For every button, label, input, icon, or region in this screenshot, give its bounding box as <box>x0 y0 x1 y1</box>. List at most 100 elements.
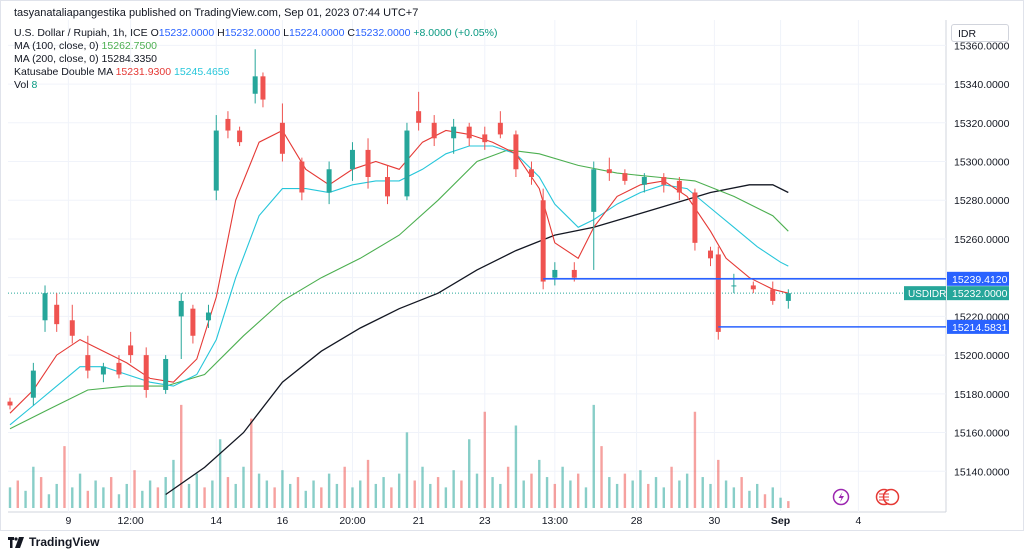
volume-bar <box>499 483 502 508</box>
legend-ma200-row[interactable]: MA (200, close, 0) 15284.3350 <box>14 53 497 66</box>
close-value: 15232.0000 <box>354 27 411 39</box>
ma100-label: MA (100, close, 0) <box>14 40 99 52</box>
volume-bar <box>257 473 261 508</box>
volume-bar <box>468 439 471 508</box>
volume-bar <box>709 483 712 508</box>
tradingview-logo-icon <box>8 536 24 548</box>
price-labels: 15239.4120 15232.0000 USDIDR 15214.5831 <box>904 271 1009 334</box>
low-value: 15224.0000 <box>288 27 345 39</box>
x-tick-label: Sep <box>771 515 790 527</box>
y-tick-label: 15340.0000 <box>954 79 1010 91</box>
volume-bar <box>436 477 440 508</box>
candle-body <box>622 173 628 181</box>
volume-bar <box>39 477 43 508</box>
horizontal-lines[interactable] <box>543 278 946 328</box>
candle-body <box>190 308 196 336</box>
volume-bar <box>164 477 167 508</box>
hline-upper-value: 15239.4120 <box>952 274 1008 286</box>
candle-body <box>326 169 332 193</box>
symbol-name[interactable]: U.S. Dollar / Rupiah, 1h, ICE <box>14 27 148 39</box>
legend-vol-row[interactable]: Vol 8 <box>14 79 497 92</box>
y-tick-label: 15320.0000 <box>954 118 1010 130</box>
y-tick-label: 15280.0000 <box>954 195 1010 207</box>
currency-selector[interactable]: IDR <box>951 24 1009 42</box>
volume-bar <box>335 483 339 508</box>
volume-bar <box>351 487 354 508</box>
volume-bar <box>265 480 269 508</box>
y-tick-label: 15180.0000 <box>954 389 1010 401</box>
publish-header: tasyanataliapangestika published on Trad… <box>14 7 418 19</box>
candle-body <box>482 134 488 143</box>
volume-bar <box>584 487 588 508</box>
volume-bar <box>296 477 300 508</box>
volume-bar <box>125 483 128 508</box>
ma200-value: 15284.3350 <box>101 53 158 65</box>
katusabe-label: Katusabe Double MA <box>14 66 113 78</box>
volume-bar <box>545 477 549 508</box>
volume-bar <box>678 480 681 508</box>
volume-bar <box>787 501 790 508</box>
volume-bar <box>281 470 284 508</box>
volume-bar <box>771 487 774 508</box>
volume-bar <box>250 418 253 508</box>
x-tick-label: 30 <box>709 515 721 527</box>
volume-bar <box>608 477 611 508</box>
volume-bar <box>390 487 393 508</box>
volume-bar <box>211 480 214 508</box>
x-tick-label: 28 <box>631 515 643 527</box>
ma200-label: MA (200, close, 0) <box>14 53 99 65</box>
candle-body <box>785 293 791 301</box>
close-label: C <box>347 27 355 39</box>
volume-bar <box>289 483 292 508</box>
volume-bar <box>779 497 782 508</box>
candle-body <box>30 370 36 398</box>
event-icons[interactable] <box>832 488 900 506</box>
published-text: tasyanataliapangestika published on Trad… <box>14 7 419 19</box>
volume-bar <box>320 487 323 508</box>
volume-bar <box>63 446 66 508</box>
legend-katusabe-row[interactable]: Katusabe Double MA 15231.9300 15245.4656 <box>14 66 497 79</box>
candle-body <box>528 169 534 178</box>
candle-body <box>178 300 184 317</box>
volume-bars <box>8 404 790 508</box>
katusabe-fast-value: 15231.9300 <box>115 66 172 78</box>
volume-bar <box>405 432 409 508</box>
volume-bar <box>693 411 697 508</box>
volume-bar <box>748 490 751 508</box>
candle-body <box>349 149 355 170</box>
candle-body <box>7 401 13 406</box>
candle-body <box>497 122 503 135</box>
candle-body <box>54 304 60 325</box>
volume-bar <box>483 411 486 508</box>
volume-bar <box>569 480 572 508</box>
legend-ma100-row[interactable]: MA (100, close, 0) 15262.7500 <box>14 40 497 53</box>
last-price-tag <box>947 286 1009 301</box>
change-value: +8.0000 (+0.05%) <box>413 27 498 39</box>
candle-body <box>225 118 231 131</box>
volume-bar <box>109 477 113 508</box>
candle-body <box>404 130 410 197</box>
y-tick-label: 15360.0000 <box>954 40 1010 52</box>
volume-bar <box>47 494 51 508</box>
volume-bar <box>226 477 230 508</box>
volume-bar <box>242 466 245 508</box>
volume-bar <box>639 470 642 508</box>
volume-bar <box>553 483 557 508</box>
x-tick-label: 9 <box>65 515 71 527</box>
y-tick-label: 15300.0000 <box>954 157 1010 169</box>
volume-bar <box>600 446 603 508</box>
candle-body <box>606 169 612 174</box>
time-axis[interactable]: 9 12:00 14 16 20:00 21 23 13:00 28 30 Sep 4 <box>65 515 861 527</box>
candle-body <box>100 366 106 375</box>
footer-brand: TradingView <box>8 535 99 549</box>
volume-bar <box>312 480 315 508</box>
candle-body <box>299 161 305 193</box>
volume-bar <box>421 466 424 508</box>
volume-bar <box>717 459 720 508</box>
volume-bar <box>172 459 175 508</box>
low-label: L <box>283 27 289 39</box>
candle-body <box>552 269 558 278</box>
volume-bar <box>304 490 307 508</box>
candle-body <box>42 293 48 321</box>
